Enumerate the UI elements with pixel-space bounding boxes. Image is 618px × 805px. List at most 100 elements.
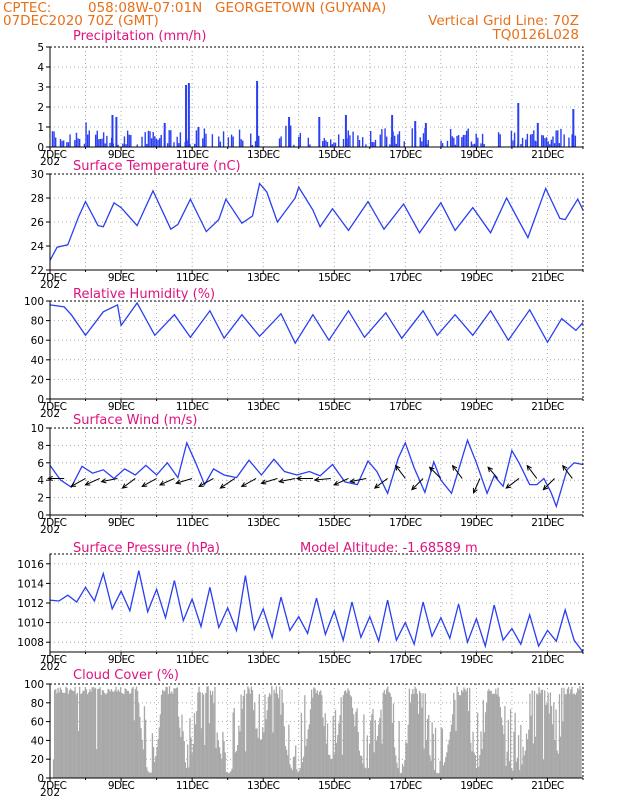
cloud-bar [397,768,399,778]
cloud-bar [68,690,71,778]
wind-arrowhead [295,475,302,482]
cloud-bar [209,690,212,778]
cloud-bar [536,693,538,778]
precip-bar [176,136,178,147]
y-tick-label: 26 [31,217,45,229]
x-tick-label: 19DEC [460,149,493,161]
cloud-bar [167,694,169,778]
cloud-bar [382,692,384,778]
cloud-bar [83,690,85,778]
cloud-bar [89,689,91,778]
wind-arrowhead [240,482,247,488]
cloud-bar [573,693,575,778]
y-tick-label: 4 [37,62,44,74]
cloud-bar [288,724,290,778]
cloud-bar [322,717,324,778]
precip-bar [85,122,87,147]
cloud-bar [451,714,454,778]
cloud-bar [247,686,249,778]
y-tick-label: 60 [31,335,44,347]
panel-title-temp: Surface Temperature (nC) [73,159,241,174]
cloud-bar [391,722,393,778]
cloud-bar [359,755,362,778]
cloud-bar [300,712,303,778]
precip-bar [395,143,397,147]
wind-arrowhead [47,475,53,482]
precip-bar [379,134,381,147]
precip-bar [160,134,162,147]
cloud-bar [185,768,188,778]
x-tick-label: 19DEC [460,517,493,529]
cloud-bar [302,756,305,778]
cloud-bar [190,737,192,778]
cloud-bar [165,686,167,778]
precip-bar [342,138,345,147]
cloud-bar [77,730,80,778]
precip-bar [572,109,575,147]
cloud-bar [496,694,498,778]
cloud-bar [76,692,79,778]
cloud-bar [580,689,582,778]
cloud-bar [578,689,580,778]
precip-bar [419,137,421,147]
cloud-bar [371,714,373,778]
cloud-bar [291,770,293,778]
cloud-bar [453,692,455,778]
panel-rh [46,300,584,403]
cloud-bar [71,689,73,778]
wind-arrowhead [198,482,205,488]
cloud-bar [210,694,213,778]
y-tick-label: 0 [37,510,44,522]
precip-bar [456,135,458,147]
cloud-bar [299,768,301,778]
cloud-bar [146,767,148,778]
precip-bar [256,81,259,147]
cloud-bar [555,709,557,778]
cloud-bar [121,693,123,778]
cloud-bar [351,707,354,778]
cloud-bar [59,687,61,778]
precip-bar [536,123,539,147]
cloud-bar [215,747,217,778]
cloud-bar [191,753,193,778]
cloud-bar [420,693,422,778]
series-line-wind [49,438,584,509]
cloud-bar [159,714,162,778]
cloud-bar [282,702,284,778]
cloud-bar [450,724,453,778]
cloud-bar [399,773,401,778]
cloud-bar [448,739,450,778]
wind-arrowhead [84,480,91,486]
cloud-bar [561,687,563,778]
wind-arrowhead [542,484,549,491]
precip-bar [421,141,423,147]
cloud-bar [306,738,308,778]
cloud-bar [223,740,225,778]
precip-bar [101,138,103,147]
y-tick-label: 1 [37,122,44,134]
precip-bar [66,142,68,147]
cloud-bar [517,735,520,778]
cloud-bar [100,695,102,778]
precip-bar [104,143,106,147]
cloud-bar [136,690,139,778]
cloud-bar [182,731,184,778]
cloud-bar [232,712,234,778]
x-tick-label: 9DEC [108,517,135,529]
y-tick-label: 0 [37,142,44,154]
cloud-bar [222,731,224,778]
wind-arrow [85,478,100,486]
cloud-bar [131,688,133,778]
cloud-bar [438,773,440,778]
cloud-bar [563,687,565,778]
precip-bar [203,128,206,147]
y-tick-label: 3 [37,82,44,94]
precip-bar [242,140,244,147]
cloud-bar [283,726,285,778]
wind-arrow [562,465,573,479]
precip-bar [461,137,463,147]
cloud-bar [550,705,553,778]
cloud-bar [547,693,549,778]
x-tick-label: 19DEC [460,272,493,284]
cloud-bar [263,732,265,778]
